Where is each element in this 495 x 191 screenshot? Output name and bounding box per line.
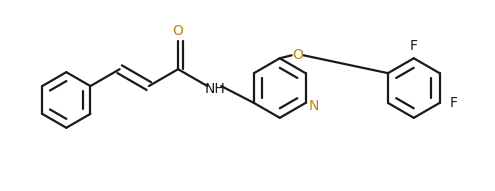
Text: F: F xyxy=(449,96,457,110)
Text: NH: NH xyxy=(205,82,226,96)
Text: O: O xyxy=(173,23,184,38)
Text: F: F xyxy=(410,39,418,53)
Text: N: N xyxy=(308,99,319,113)
Text: O: O xyxy=(292,48,303,62)
